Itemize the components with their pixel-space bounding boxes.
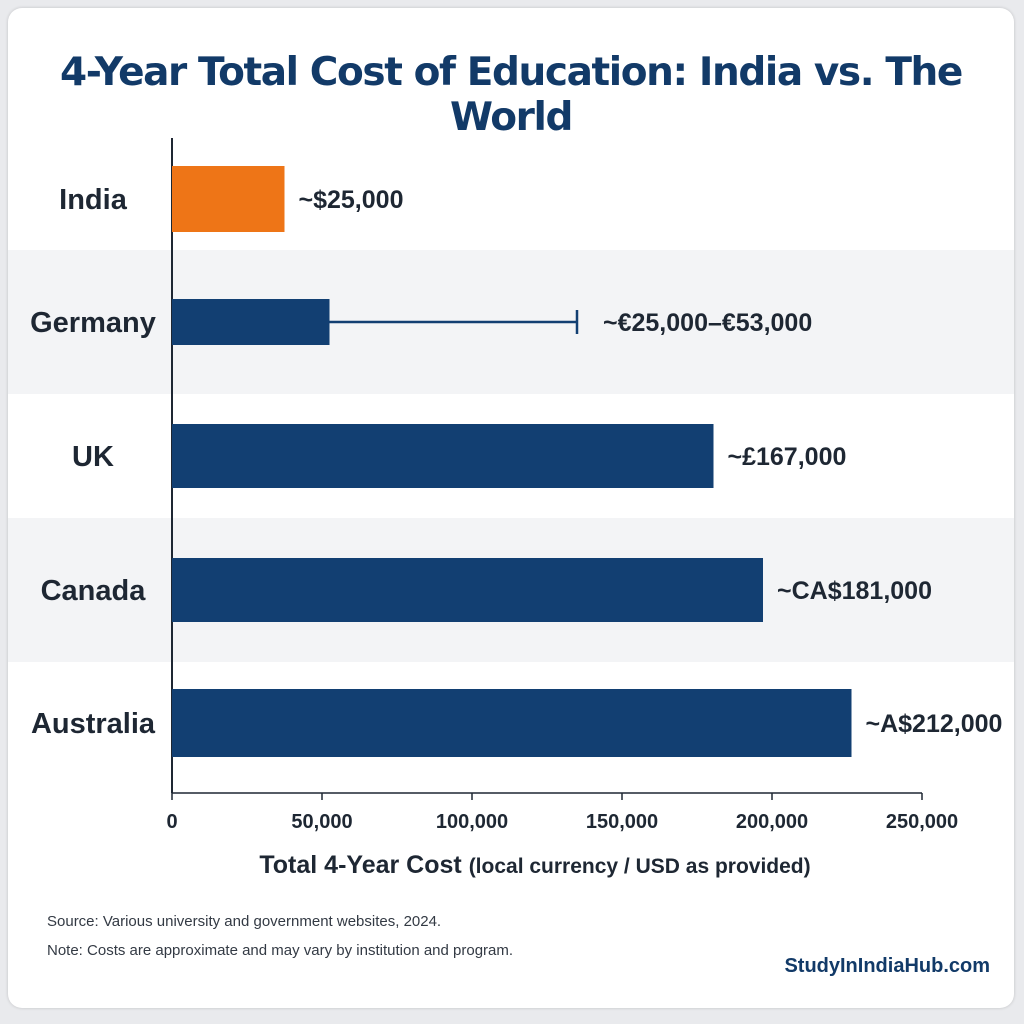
x-tick-label: 0 (166, 811, 177, 833)
x-tick-label: 150,000 (586, 811, 658, 833)
bar (172, 166, 285, 232)
category-label: Canada (41, 575, 147, 607)
category-label: UK (72, 441, 114, 473)
chart-card: 4-Year Total Cost of Education: India vs… (8, 8, 1014, 1008)
data-label: ~CA$181,000 (777, 577, 932, 605)
x-tick-label: 50,000 (291, 811, 352, 833)
bar-chart: India ~$25,000 Germany ~€25,000–€53,000 UK ~£… (8, 138, 1014, 879)
category-label: India (59, 184, 128, 216)
bar (172, 424, 714, 488)
disclaimer-note: Note: Costs are approximate and may vary… (47, 942, 514, 959)
x-axis-title-note: (local currency / USD as provided) (469, 855, 811, 878)
x-tick-label: 200,000 (736, 811, 808, 833)
brand-link[interactable]: StudyInIndiaHub.com (784, 955, 990, 977)
data-label: ~£167,000 (728, 443, 847, 471)
data-label: ~A$212,000 (866, 710, 1003, 738)
x-axis-title-main: Total 4-Year Cost (259, 851, 468, 879)
bar (172, 558, 763, 622)
x-tick-label: 100,000 (436, 811, 508, 833)
bar (172, 689, 852, 757)
x-tick-label: 250,000 (886, 811, 958, 833)
source-note: Source: Various university and governmen… (47, 913, 442, 930)
chart-title: 4-Year Total Cost of Education: India vs… (60, 50, 963, 140)
category-label: Germany (30, 307, 156, 339)
data-label: ~$25,000 (299, 186, 404, 214)
data-label: ~€25,000–€53,000 (603, 309, 812, 337)
x-axis-title: Total 4-Year Cost (local currency / USD … (259, 851, 810, 879)
category-label: Australia (31, 708, 156, 740)
bar (172, 299, 330, 345)
